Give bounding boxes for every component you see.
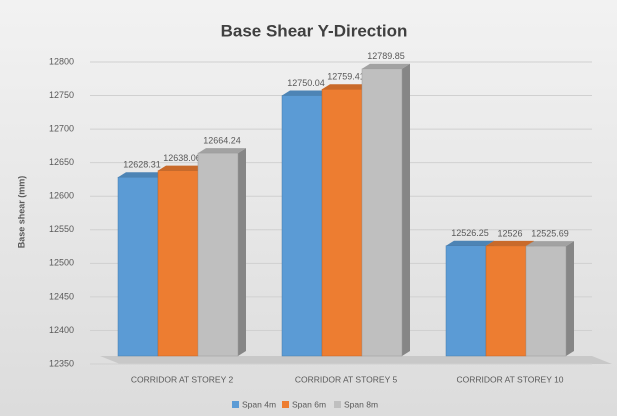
floor (100, 356, 612, 364)
bar-top (446, 240, 494, 246)
chart-title: Base Shear Y-Direction (221, 21, 408, 40)
bar-top (282, 90, 330, 96)
bar (157, 170, 199, 357)
bar (485, 245, 527, 357)
data-label: 12526 (497, 228, 522, 238)
legend-swatch (334, 401, 341, 408)
bar-top (486, 240, 534, 246)
bar (197, 152, 239, 357)
bar (117, 176, 159, 357)
data-label: 12638.06 (163, 153, 201, 163)
legend-label: Span 8m (344, 399, 378, 409)
bar-top (526, 241, 574, 247)
y-tick-label: 12800 (49, 56, 74, 66)
bar-side (566, 241, 574, 356)
data-label: 12789.85 (367, 51, 405, 61)
x-tick-label: CORRIDOR AT STOREY 2 (131, 374, 234, 384)
data-label: 12759.41 (327, 72, 365, 82)
data-label: 12628.31 (123, 160, 161, 170)
y-tick-label: 12650 (49, 157, 74, 167)
bar-top (322, 84, 370, 90)
y-tick-label: 12400 (49, 325, 74, 335)
y-axis-label: Base shear (mm) (16, 176, 26, 249)
x-tick-label: CORRIDOR AT STOREY 10 (456, 374, 563, 384)
y-tick-label: 12550 (49, 224, 74, 234)
bar-top (158, 165, 206, 171)
data-label: 12750.04 (287, 78, 325, 88)
bar (281, 95, 323, 357)
data-label: 12664.24 (203, 135, 241, 145)
y-tick-label: 12350 (49, 358, 74, 368)
bar-top (118, 172, 166, 178)
y-tick-label: 12750 (49, 90, 74, 100)
data-label: 12526.25 (451, 228, 489, 238)
legend-label: Span 4m (242, 399, 276, 409)
legend-label: Span 6m (292, 399, 326, 409)
bar (445, 245, 487, 357)
bar (361, 68, 403, 357)
legend-swatch (232, 401, 239, 408)
y-tick-label: 12700 (49, 123, 74, 133)
bar (525, 245, 567, 357)
bar-top (362, 63, 410, 69)
y-tick-label: 12600 (49, 191, 74, 201)
legend-swatch (282, 401, 289, 408)
bar-top (198, 148, 246, 154)
y-tick-label: 12500 (49, 258, 74, 268)
data-label: 12525.69 (531, 228, 569, 238)
bar (321, 88, 363, 357)
x-tick-label: CORRIDOR AT STOREY 5 (295, 374, 398, 384)
bar-side (402, 63, 410, 357)
y-tick-label: 12450 (49, 291, 74, 301)
bar-side (238, 148, 246, 356)
